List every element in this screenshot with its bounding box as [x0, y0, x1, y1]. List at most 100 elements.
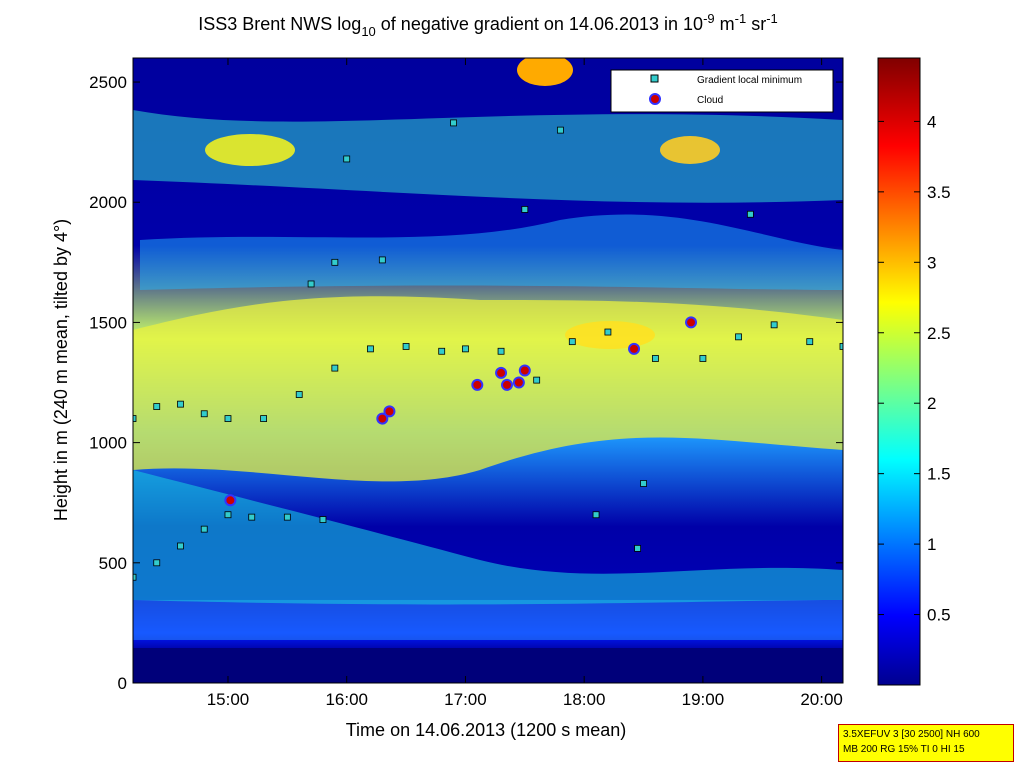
legend-marker-gradient-minimum — [650, 74, 659, 83]
title-part: m — [715, 14, 735, 34]
heatmap-area — [133, 58, 843, 683]
gradient-minimum-marker — [592, 511, 600, 519]
heatmap-band — [133, 648, 843, 683]
colorbar-tick-label: 1 — [927, 535, 936, 554]
colorbar-tick-label: 3.5 — [927, 183, 951, 202]
heatmap-band — [133, 110, 843, 203]
cloud-marker — [500, 378, 513, 391]
x-tick-label: 16:00 — [325, 690, 368, 709]
heatmap-band — [133, 600, 843, 640]
gradient-minimum-marker — [746, 210, 754, 218]
y-tick-label: 1500 — [89, 313, 127, 332]
gradient-minimum-marker — [177, 542, 184, 550]
gradient-minimum-marker — [462, 345, 469, 353]
info-box: 3.5XEFUV 3 [30 2500] NH 600 MB 200 RG 15… — [838, 724, 1014, 762]
heatmap-hotspot — [660, 136, 720, 164]
cloud-marker — [628, 342, 641, 355]
y-tick-label: 0 — [118, 674, 127, 693]
title-superscript: -1 — [735, 11, 747, 26]
colorbar-ticks: 0.5 1 1.5 2 2.5 3 3.5 4 — [878, 112, 951, 625]
y-tick-label: 500 — [99, 554, 127, 573]
gradient-minimum-marker — [307, 280, 315, 288]
colorbar-tick-label: 3 — [927, 253, 936, 272]
gradient-minimum-marker — [652, 355, 659, 362]
legend-label-gradient-minimum: Gradient local minimum — [697, 75, 802, 86]
x-tick-label: 20:00 — [800, 690, 843, 709]
title-part: ISS3 Brent NWS log — [198, 14, 361, 34]
y-axis: 0 500 1000 1500 2000 2500 — [89, 73, 843, 693]
plot-frame — [132, 57, 844, 684]
legend-label-cloud: Cloud — [697, 95, 723, 106]
gradient-minimum-marker — [283, 513, 291, 521]
gradient-minimum-marker — [248, 513, 256, 521]
colorbar-tick-label: 2.5 — [927, 324, 951, 343]
gradient-minimum-marker — [177, 400, 184, 408]
x-tick-label: 18:00 — [563, 690, 606, 709]
x-tick-label: 15:00 — [207, 690, 250, 709]
gradient-minimum-marker — [367, 345, 374, 353]
cloud-marker — [471, 378, 484, 391]
gradient-minimum-marker — [133, 415, 137, 422]
gradient-minimum-marker — [331, 364, 339, 372]
heatmap-band — [133, 296, 843, 482]
gradient-minimum-marker — [153, 559, 161, 567]
gradient-minimum-marker — [533, 376, 541, 384]
gradient-minimum-marker — [224, 415, 232, 422]
y-tick-label: 2500 — [89, 73, 127, 92]
info-line-2: MB 200 RG 15% TI 0 HI 15 — [843, 744, 965, 755]
legend-box — [610, 69, 834, 113]
x-tick-label: 17:00 — [444, 690, 487, 709]
colorbar-tick-label: 0.5 — [927, 606, 951, 625]
cloud-marker — [518, 364, 531, 377]
heatmap-hotspot — [205, 134, 295, 166]
cloud-marker — [685, 316, 698, 329]
cloud-marker — [383, 405, 396, 418]
gradient-minimum-marker — [378, 256, 386, 264]
legend-marker-cloud — [649, 93, 661, 105]
gradient-minimum-marker — [521, 206, 529, 213]
gradient-minimum-marker — [331, 258, 339, 266]
gradient-minimum-marker — [200, 525, 208, 533]
cloud-marker — [376, 412, 389, 425]
gradient-minimum-marker — [402, 343, 410, 350]
cloud-marker — [224, 494, 237, 507]
x-axis-label: Time on 14.06.2013 (1200 s mean) — [346, 720, 627, 740]
gradient-minimum-marker — [634, 544, 641, 552]
heatmap-band — [133, 470, 843, 605]
gradient-minimum-marker — [133, 573, 137, 581]
y-tick-label: 1000 — [89, 434, 127, 453]
heatmap-hotspot — [517, 58, 573, 86]
title-superscript: -1 — [766, 11, 778, 26]
gradient-minimum-marker — [260, 415, 268, 422]
gradient-minimum-marker — [224, 511, 232, 519]
gradient-minimum-marker — [295, 391, 303, 398]
gradient-minimum-marker — [699, 355, 707, 362]
colorbar-tick-label: 1.5 — [927, 465, 951, 484]
gradient-minimum-marker — [604, 328, 612, 336]
gradient-minimum-marker — [319, 516, 327, 523]
title-subscript: 10 — [361, 24, 375, 39]
chart-title: ISS3 Brent NWS log10 of negative gradien… — [198, 11, 778, 39]
gradient-minimum-marker — [806, 338, 814, 346]
colorbar-tick-label: 2 — [927, 394, 936, 413]
gradient-minimum-marker — [343, 155, 351, 163]
gradient-minimum-marker — [557, 126, 564, 134]
legend: Gradient local minimum Cloud — [610, 69, 834, 113]
gradient-minimum-marker — [568, 338, 576, 346]
gradient-minimum-marker — [839, 343, 843, 350]
gradient-minimum-marker — [153, 403, 161, 410]
title-part: of negative gradient on 14.06.2013 in 10 — [376, 14, 703, 34]
y-tick-label: 2000 — [89, 193, 127, 212]
gradient-minimum-marker — [438, 347, 446, 355]
cloud-marker — [512, 376, 525, 389]
gradient-minimum-marker — [770, 321, 778, 329]
gradient-minimum-marker — [735, 333, 742, 341]
title-superscript: -9 — [703, 11, 715, 26]
gradient-minimum-marker — [200, 410, 208, 418]
gradient-minimum-marker — [640, 480, 647, 487]
title-part: sr — [746, 14, 766, 34]
gradient-minimum-marker — [450, 119, 457, 127]
cloud-marker — [495, 366, 508, 379]
x-tick-label: 19:00 — [682, 690, 725, 709]
